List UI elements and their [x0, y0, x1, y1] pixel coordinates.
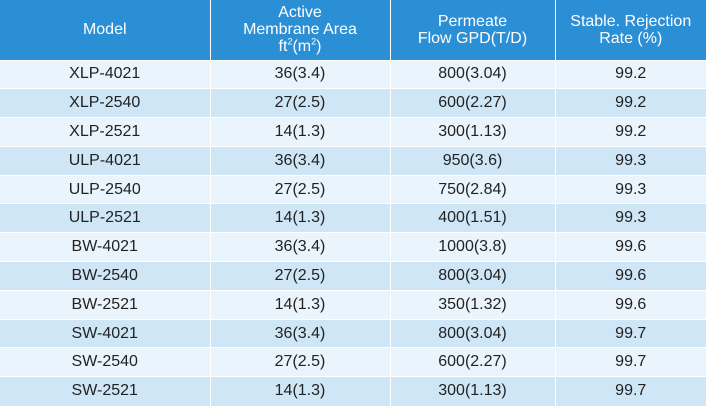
- header-flow-line1: Permeate: [437, 12, 508, 30]
- cell-flow: 800(3.04): [390, 318, 556, 348]
- header-rejection-line2: Rate (%): [599, 29, 663, 47]
- cell-flow: 800(3.04): [390, 59, 556, 89]
- table-row: ULP-2540 27(2.5) 750(2.84) 99.3: [0, 174, 706, 204]
- cell-model: BW-2540: [0, 261, 211, 291]
- cell-rejection: 99.3: [555, 145, 706, 176]
- table-row: ULP-4021 36(3.4) 950(3.6) 99.3: [0, 145, 706, 176]
- header-model: Model: [0, 0, 211, 60]
- cell-area: 36(3.4): [210, 145, 391, 176]
- cell-area: 27(2.5): [210, 88, 391, 118]
- cell-area: 14(1.3): [210, 203, 391, 233]
- cell-model: SW-4021: [0, 318, 211, 348]
- cell-flow: 300(1.13): [390, 117, 556, 147]
- table-row: BW-2521 14(1.3) 350(1.32) 99.6: [0, 289, 706, 320]
- cell-model: BW-2521: [0, 289, 211, 320]
- cell-rejection: 99.7: [555, 376, 706, 406]
- cell-model: BW-4021: [0, 232, 211, 262]
- header-permeate-flow: Permeate Flow GPD(T/D): [390, 0, 556, 60]
- table-row: SW-2521 14(1.3) 300(1.13) 99.7: [0, 376, 706, 406]
- cell-model: XLP-4021: [0, 59, 211, 89]
- cell-flow: 1000(3.8): [390, 232, 556, 262]
- cell-rejection: 99.7: [555, 347, 706, 377]
- cell-flow: 600(2.27): [390, 88, 556, 118]
- header-area-line2: Membrane Area: [243, 21, 357, 39]
- table-row: SW-4021 36(3.4) 800(3.04) 99.7: [0, 318, 706, 348]
- cell-rejection: 99.2: [555, 117, 706, 147]
- cell-area: 36(3.4): [210, 232, 391, 262]
- cell-rejection: 99.2: [555, 88, 706, 118]
- table-row: BW-4021 36(3.4) 1000(3.8) 99.6: [0, 232, 706, 262]
- table-row: BW-2540 27(2.5) 800(3.04) 99.6: [0, 261, 706, 291]
- cell-flow: 950(3.6): [390, 145, 556, 176]
- header-membrane-area: Active Membrane Area ft2(m2): [210, 0, 391, 60]
- cell-flow: 300(1.13): [390, 376, 556, 406]
- cell-model: ULP-4021: [0, 145, 211, 176]
- cell-model: SW-2540: [0, 347, 211, 377]
- cell-area: 27(2.5): [210, 261, 391, 291]
- cell-model: SW-2521: [0, 376, 211, 406]
- cell-flow: 750(2.84): [390, 174, 556, 204]
- cell-rejection: 99.3: [555, 174, 706, 204]
- header-row: Model Active Membrane Area ft2(m2) Perme…: [0, 0, 706, 60]
- cell-flow: 350(1.32): [390, 289, 556, 320]
- table-row: XLP-4021 36(3.4) 800(3.04) 99.2: [0, 59, 706, 89]
- cell-rejection: 99.3: [555, 203, 706, 233]
- cell-flow: 800(3.04): [390, 261, 556, 291]
- table-row: SW-2540 27(2.5) 600(2.27) 99.7: [0, 347, 706, 377]
- cell-area: 36(3.4): [210, 59, 391, 89]
- cell-area: 14(1.3): [210, 117, 391, 147]
- table-row: XLP-2540 27(2.5) 600(2.27) 99.2: [0, 88, 706, 118]
- header-rejection-rate: Stable. Rejection Rate (%): [555, 0, 706, 60]
- cell-rejection: 99.2: [555, 59, 706, 89]
- cell-area: 27(2.5): [210, 174, 391, 204]
- cell-area: 27(2.5): [210, 347, 391, 377]
- cell-rejection: 99.6: [555, 289, 706, 320]
- header-area-unit: ft2(m2): [278, 36, 322, 56]
- table-body: XLP-4021 36(3.4) 800(3.04) 99.2 XLP-2540 27(…: [0, 59, 706, 406]
- header-flow-line2: Flow GPD(T/D): [417, 29, 528, 47]
- cell-area: 36(3.4): [210, 318, 391, 348]
- table-row: ULP-2521 14(1.3) 400(1.51) 99.3: [0, 203, 706, 233]
- cell-model: XLP-2540: [0, 88, 211, 118]
- cell-area: 14(1.3): [210, 376, 391, 406]
- cell-rejection: 99.6: [555, 261, 706, 291]
- cell-flow: 600(2.27): [390, 347, 556, 377]
- cell-rejection: 99.6: [555, 232, 706, 262]
- cell-rejection: 99.7: [555, 318, 706, 348]
- cell-model: ULP-2521: [0, 203, 211, 233]
- cell-model: ULP-2540: [0, 174, 211, 204]
- table-row: XLP-2521 14(1.3) 300(1.13) 99.2: [0, 117, 706, 147]
- cell-area: 14(1.3): [210, 289, 391, 320]
- cell-flow: 400(1.51): [390, 203, 556, 233]
- header-rejection-line1: Stable. Rejection: [570, 12, 692, 30]
- header-area-line1: Active: [278, 4, 322, 22]
- cell-model: XLP-2521: [0, 117, 211, 147]
- table-header: Model Active Membrane Area ft2(m2) Perme…: [0, 0, 706, 60]
